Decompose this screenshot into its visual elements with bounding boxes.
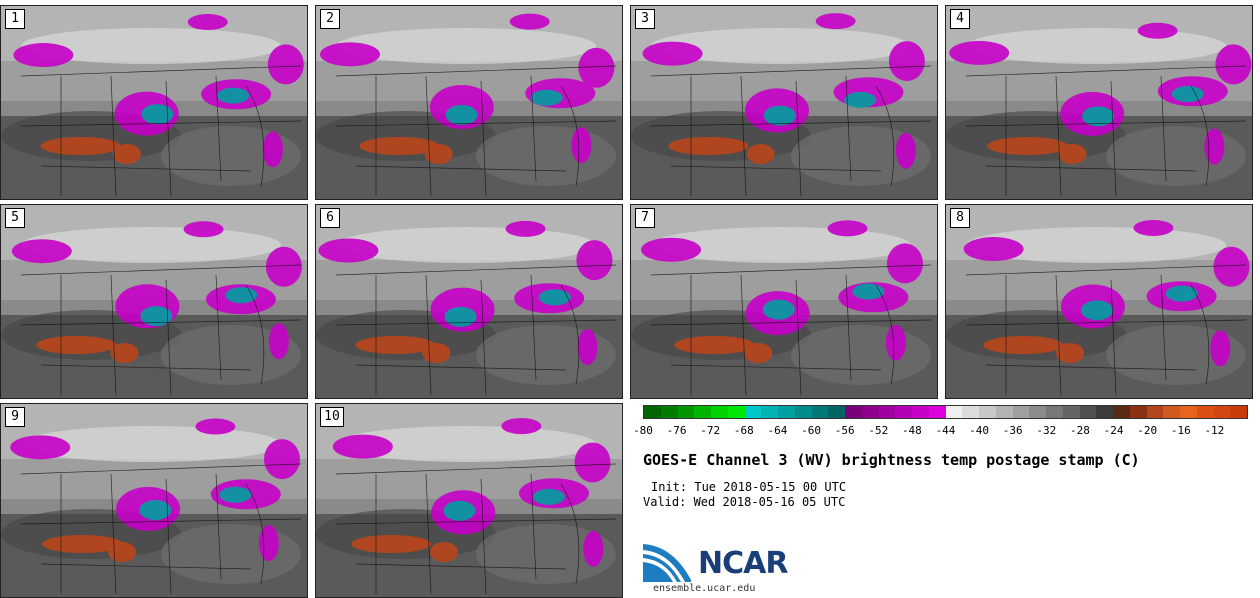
colorbar-tick-label: -68: [733, 424, 754, 437]
ncar-swoosh-icon: [643, 544, 691, 582]
member-panel: 8: [945, 204, 1253, 399]
colorbar-swatch: [1029, 406, 1046, 418]
ncar-logo: NCAR: [643, 542, 793, 582]
colorbar-swatch: [845, 406, 862, 418]
panel-number: 2: [320, 9, 340, 29]
panel-number: 6: [320, 208, 340, 228]
water-vapor-map: [316, 6, 622, 199]
panel-number: 4: [950, 9, 970, 29]
colorbar-swatch: [928, 406, 946, 418]
colorbar-swatch: [895, 406, 912, 418]
colorbar-swatch: [761, 406, 778, 418]
member-panel: 3: [630, 5, 938, 200]
colorbar-tick-label: -16: [1170, 424, 1191, 437]
colorbar-swatch: [1096, 406, 1113, 418]
panel-number: 5: [5, 208, 25, 228]
member-panel: 7: [630, 204, 938, 399]
colorbar-swatch: [1012, 406, 1030, 418]
colorbar-swatch: [995, 406, 1013, 418]
colorbar-tick-label: -80: [633, 424, 653, 437]
colorbar-swatch: [1146, 406, 1164, 418]
valid-time: Valid: Wed 2018-05-16 05 UTC: [643, 495, 846, 509]
colorbar-swatch: [861, 406, 879, 418]
init-time: Init: Tue 2018-05-15 00 UTC: [651, 480, 847, 494]
panel-number: 7: [635, 208, 655, 228]
colorbar: [643, 405, 1248, 419]
panel-number: 9: [5, 407, 25, 427]
water-vapor-map: [631, 6, 937, 199]
water-vapor-map: [316, 205, 622, 398]
colorbar-swatch: [660, 406, 678, 418]
colorbar-swatch: [794, 406, 812, 418]
colorbar-tick-label: -48: [901, 424, 922, 437]
colorbar-swatch: [1163, 406, 1180, 418]
colorbar-tick-label: -56: [834, 424, 855, 437]
colorbar-swatch: [711, 406, 728, 418]
site-url: ensemble.ucar.edu: [653, 583, 756, 594]
colorbar-swatch: [727, 406, 745, 418]
colorbar-tick-label: -36: [1002, 424, 1023, 437]
member-panel: 6: [315, 204, 623, 399]
member-panel: 9: [0, 403, 308, 598]
colorbar-tick-label: -12: [1204, 424, 1225, 437]
colorbar-swatch: [1062, 406, 1080, 418]
colorbar-tick-label: -60: [801, 424, 821, 437]
colorbar-tick-label: -52: [868, 424, 889, 437]
colorbar-swatch: [912, 406, 929, 418]
panel-number: 1: [5, 9, 25, 29]
panel-number: 10: [320, 407, 344, 427]
colorbar-swatch: [962, 406, 979, 418]
member-panel: 4: [945, 5, 1253, 200]
water-vapor-map: [946, 205, 1252, 398]
colorbar-swatch: [979, 406, 996, 418]
colorbar-swatch: [1180, 406, 1197, 418]
colorbar-swatch: [1046, 406, 1063, 418]
colorbar-swatch: [1129, 406, 1147, 418]
colorbar-swatch: [878, 406, 896, 418]
colorbar-swatch: [744, 406, 762, 418]
colorbar-tick-label: -20: [1137, 424, 1158, 437]
colorbar-tick-label: -28: [1070, 424, 1090, 437]
colorbar-swatch: [1113, 406, 1130, 418]
colorbar-tick-label: -32: [1036, 424, 1057, 437]
water-vapor-map: [1, 6, 307, 199]
water-vapor-map: [1, 404, 307, 597]
colorbar-swatch: [811, 406, 829, 418]
colorbar-tick-label: -72: [700, 424, 721, 437]
panel-number: 3: [635, 9, 655, 29]
water-vapor-map: [1, 205, 307, 398]
member-panel: 2: [315, 5, 623, 200]
colorbar-tick-label: -44: [935, 424, 956, 437]
member-panel: 5: [0, 204, 308, 399]
figure-title: GOES-E Channel 3 (WV) brightness temp po…: [643, 451, 1140, 469]
colorbar-swatch: [1079, 406, 1097, 418]
member-panel: 1: [0, 5, 308, 200]
colorbar-ticks: -80 -76 -72 -68 -64 -60 -56 -52 -48 -44 -40 -36 -32-…: [633, 424, 1248, 440]
colorbar-swatch: [1230, 406, 1247, 418]
colorbar-swatch: [694, 406, 711, 418]
panel-number: 8: [950, 208, 970, 228]
colorbar-tick-label: -24: [1103, 424, 1124, 437]
colorbar-swatch: [1196, 406, 1214, 418]
colorbar-swatch: [677, 406, 695, 418]
water-vapor-map: [316, 404, 622, 597]
colorbar-swatch: [644, 406, 661, 418]
colorbar-swatch: [778, 406, 795, 418]
colorbar-swatch: [828, 406, 845, 418]
colorbar-tick-label: -76: [666, 424, 687, 437]
colorbar-swatch: [945, 406, 963, 418]
colorbar-tick-label: -64: [767, 424, 788, 437]
logo-text: NCAR: [698, 546, 788, 581]
water-vapor-map: [631, 205, 937, 398]
member-panel: 10: [315, 403, 623, 598]
colorbar-swatch: [1213, 406, 1231, 418]
water-vapor-map: [946, 6, 1252, 199]
colorbar-tick-label: -40: [969, 424, 990, 437]
